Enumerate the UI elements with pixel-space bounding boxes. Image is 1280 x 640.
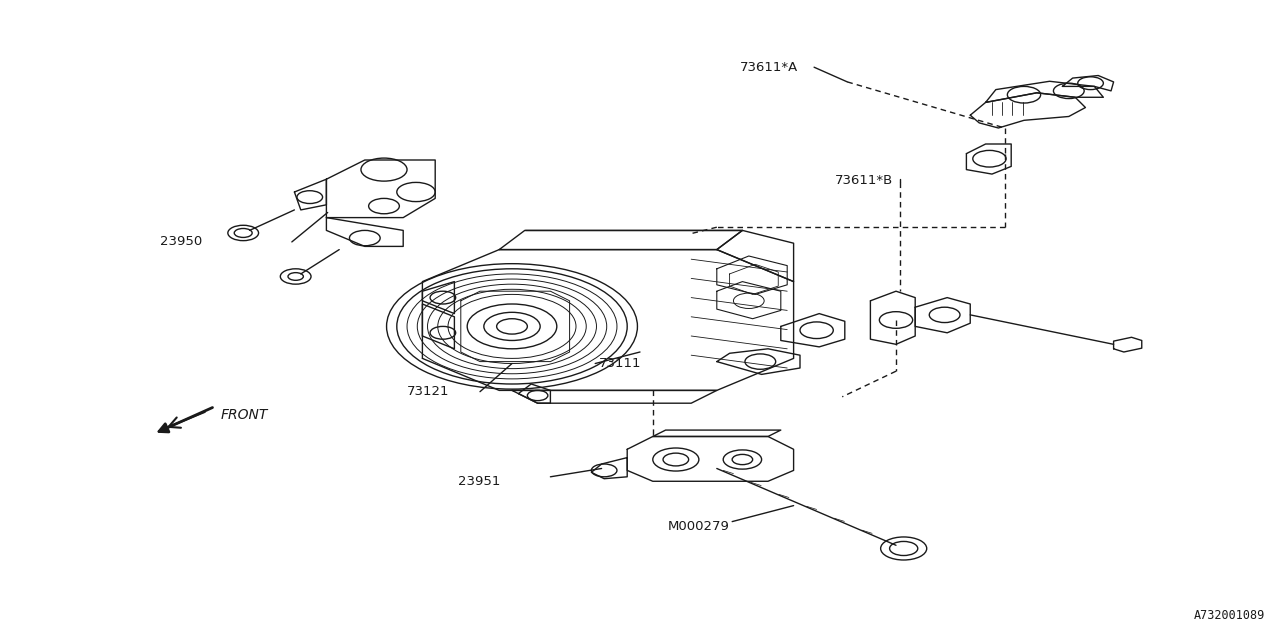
Text: 73611*A: 73611*A (740, 61, 799, 74)
Text: 73121: 73121 (407, 385, 449, 398)
Text: 73611*B: 73611*B (835, 174, 893, 187)
Text: 23950: 23950 (160, 236, 202, 248)
Text: 23951: 23951 (458, 475, 500, 488)
Text: A732001089: A732001089 (1193, 609, 1265, 622)
Text: FRONT: FRONT (220, 408, 268, 422)
Text: M000279: M000279 (668, 520, 730, 532)
Text: 73111: 73111 (599, 357, 641, 370)
